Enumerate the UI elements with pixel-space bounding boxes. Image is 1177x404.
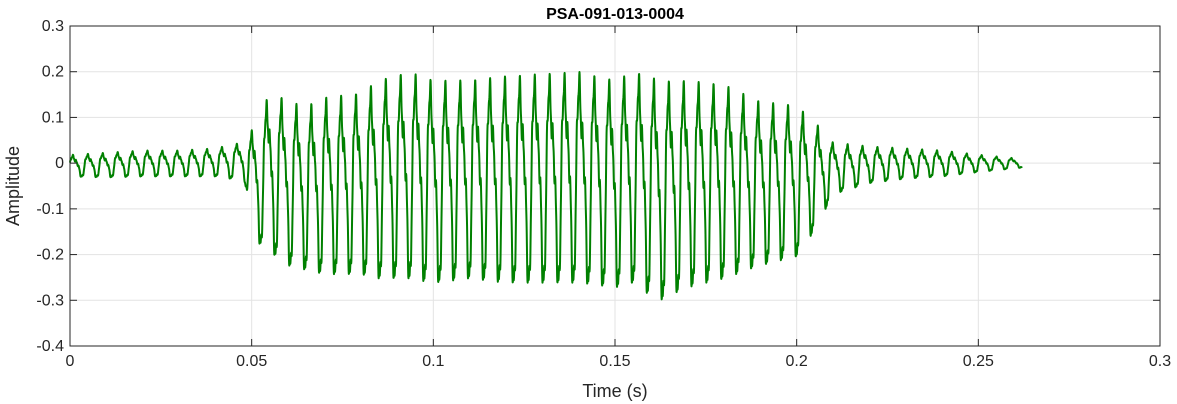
x-tick-label: 0.05: [236, 353, 267, 370]
x-axis-ticks: 0 0.05 0.1 0.15 0.2 0.25 0.3: [66, 26, 1171, 370]
y-tick-label: 0.1: [42, 109, 64, 126]
x-tick-label: 0.1: [422, 353, 444, 370]
signal-path: [69, 71, 1023, 301]
y-tick-label: 0.2: [42, 64, 64, 81]
chart-title: PSA-091-013-0004: [546, 6, 684, 23]
x-tick-label: 0: [66, 353, 75, 370]
signal-line: [69, 71, 1023, 301]
x-axis-label: Time (s): [582, 381, 647, 401]
y-tick-label: 0.3: [42, 18, 64, 35]
y-tick-label: -0.4: [36, 338, 64, 355]
x-tick-label: 0.2: [786, 353, 808, 370]
y-tick-label: 0: [55, 155, 64, 172]
x-tick-label: 0.3: [1149, 353, 1171, 370]
x-tick-label: 0.15: [599, 353, 630, 370]
y-tick-label: -0.1: [36, 201, 64, 218]
y-axis-label: Amplitude: [3, 146, 23, 226]
y-axis-ticks: -0.4 -0.3 -0.2 -0.1 0 0.1 0.2 0.3: [36, 18, 1160, 355]
x-tick-label: 0.25: [963, 353, 994, 370]
y-tick-label: -0.3: [36, 292, 64, 309]
y-tick-label: -0.2: [36, 247, 64, 264]
